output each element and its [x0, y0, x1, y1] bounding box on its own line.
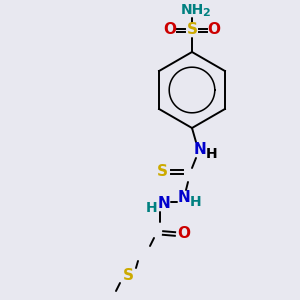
Text: H: H	[190, 195, 202, 209]
Text: S: S	[187, 22, 197, 38]
Text: N: N	[178, 190, 190, 206]
Text: N: N	[194, 142, 206, 158]
Text: 2: 2	[202, 8, 210, 18]
Text: S: S	[122, 268, 134, 284]
Text: H: H	[206, 147, 218, 161]
Text: NH: NH	[180, 3, 204, 17]
Text: O: O	[178, 226, 190, 242]
Text: H: H	[146, 201, 158, 215]
Text: N: N	[158, 196, 170, 211]
Text: O: O	[164, 22, 176, 38]
Text: O: O	[208, 22, 220, 38]
Text: S: S	[157, 164, 167, 179]
